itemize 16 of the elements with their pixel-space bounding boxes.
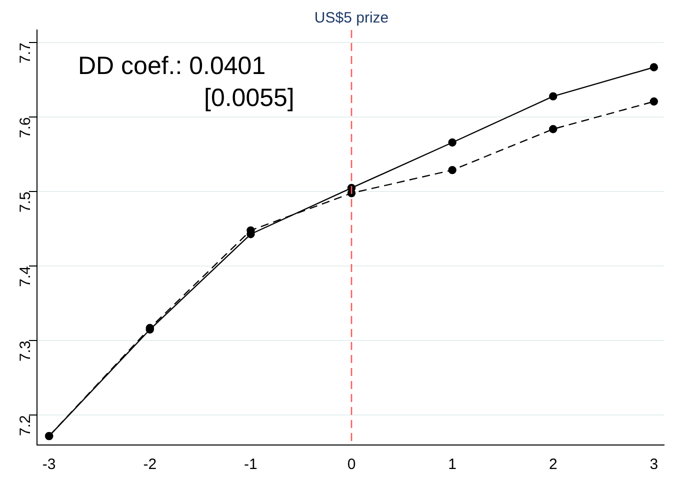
x-tick-label: 0 [347, 456, 356, 474]
x-tick-label: 1 [448, 456, 456, 474]
y-tick-label: 7.3 [17, 340, 34, 362]
y-tick-label: 7.7 [17, 42, 34, 64]
y-tick-label: 7.5 [17, 192, 34, 213]
x-tick-label: -1 [244, 456, 258, 474]
x-tick-label: -3 [42, 456, 56, 474]
annotation: DD coef.: 0.0401 [78, 52, 266, 80]
y-tick-label: 7.4 [17, 266, 34, 288]
y-tick-label: 7.6 [17, 117, 34, 138]
x-tick-label: 2 [548, 456, 558, 474]
y-tick-label: 7.2 [17, 415, 34, 436]
ref-line-label: US$5 prize [314, 10, 389, 27]
x-tick-label: 3 [650, 456, 658, 474]
annotation: [0.0055] [204, 84, 294, 112]
x-tick-label: -2 [143, 456, 157, 474]
